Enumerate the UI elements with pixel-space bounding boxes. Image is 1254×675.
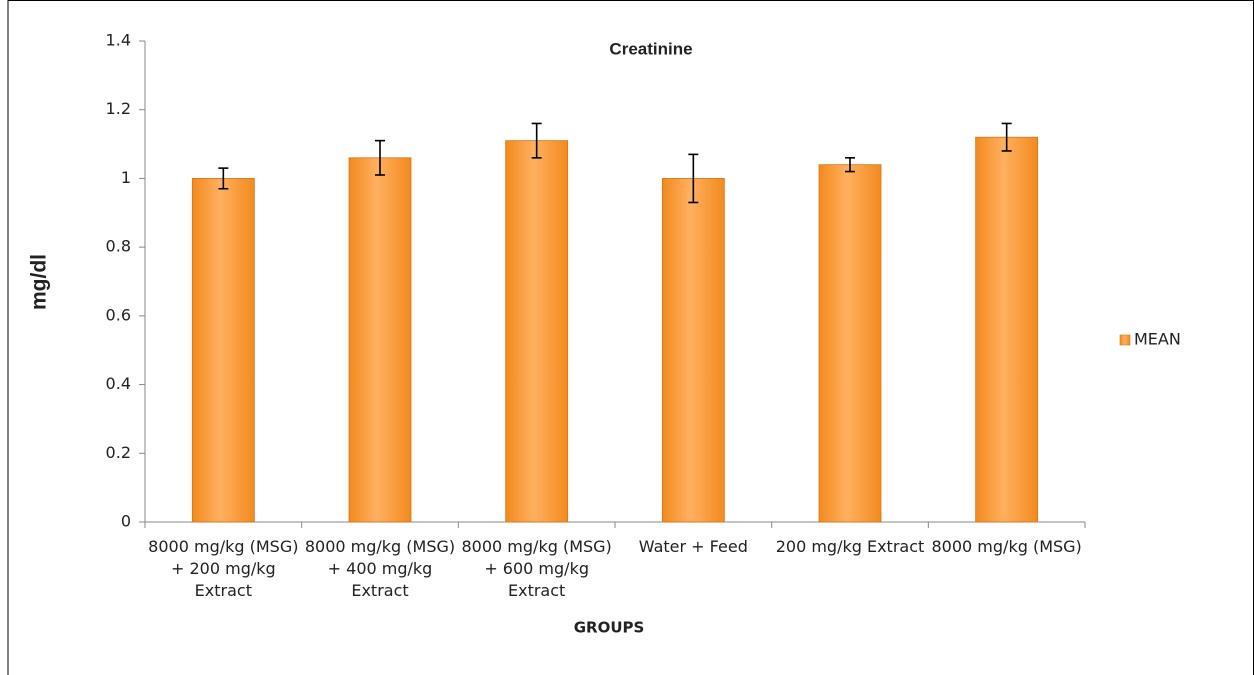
bar	[191, 178, 255, 523]
x-tick-label: Water + Feed	[638, 537, 748, 556]
y-tick-label: 0.8	[106, 237, 131, 256]
y-axis-label: mg/dl	[28, 254, 51, 310]
error-bar	[531, 122, 542, 159]
x-tick-label: 8000 mg/kg (MSG) + 200 mg/kg Extract	[148, 537, 299, 600]
bar	[975, 136, 1039, 523]
bar	[505, 140, 569, 523]
x-tick-label: 8000 mg/kg (MSG) + 400 mg/kg Extract	[304, 537, 456, 600]
y-tick-label: 1.4	[106, 31, 131, 50]
legend-label: MEAN	[1134, 330, 1181, 349]
y-tick-label: 0.2	[106, 443, 131, 462]
y-tick-label: 0	[121, 512, 131, 531]
bar	[348, 157, 412, 523]
x-axis-label: GROUPS	[574, 619, 645, 637]
error-bar	[688, 153, 699, 204]
legend-swatch	[1119, 334, 1131, 346]
x-tick-label: 8000 mg/kg (MSG)	[931, 537, 1082, 556]
error-bar	[375, 139, 385, 176]
chart-title: Creatinine	[609, 39, 692, 58]
y-tick-label: 1.2	[106, 99, 131, 118]
x-tick-label: 8000 mg/kg (MSG) + 600 mg/kg Extract	[461, 537, 612, 600]
x-tick-label: 200 mg/kg Extract	[775, 537, 925, 556]
y-tick-label: 1	[121, 168, 131, 187]
y-tick-label: 0.6	[106, 305, 131, 324]
y-tick-label: 0.4	[106, 374, 131, 393]
bar	[661, 178, 725, 523]
error-bar	[845, 157, 855, 173]
error-bar	[218, 167, 229, 190]
bar	[818, 164, 882, 523]
error-bar	[1001, 122, 1012, 152]
